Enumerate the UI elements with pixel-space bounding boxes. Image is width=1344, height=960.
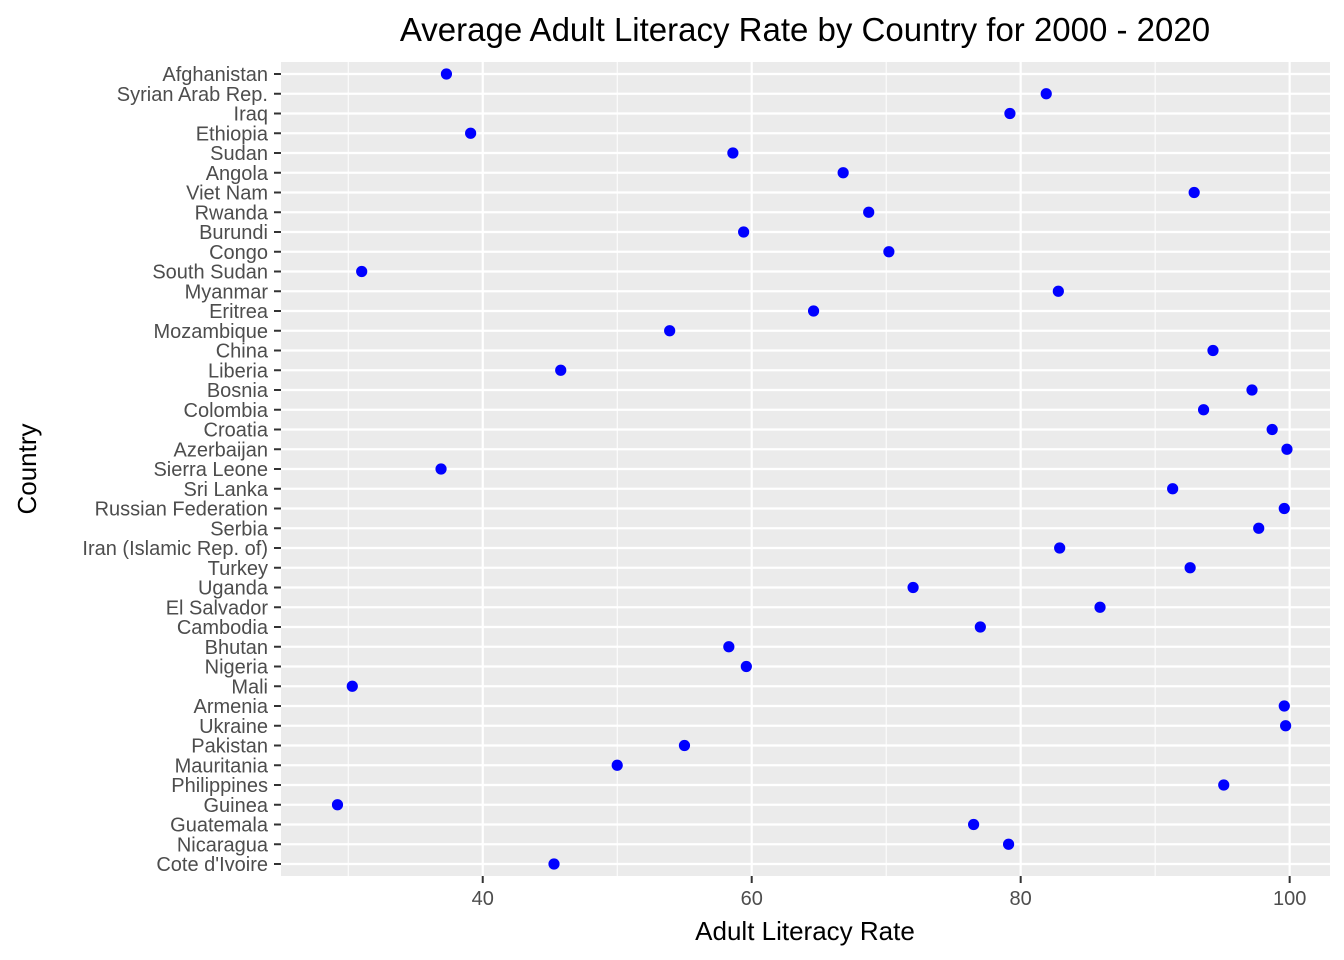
y-tick-label: Nigeria (205, 657, 269, 679)
y-tick-label: South Sudan (152, 262, 268, 284)
data-point (974, 621, 986, 633)
x-tick-label: 60 (741, 888, 763, 910)
gridlines (281, 62, 1330, 876)
y-tick-label: Sri Lanka (184, 479, 269, 501)
data-point (1040, 88, 1052, 100)
data-point (883, 246, 895, 258)
data-point (1218, 779, 1230, 791)
y-tick-label: Philippines (171, 775, 268, 797)
y-tick-label: Croatia (204, 420, 269, 442)
data-point (1278, 502, 1290, 515)
data-point (1266, 423, 1278, 436)
data-point (807, 305, 820, 317)
y-tick-label: Afghanistan (162, 64, 268, 86)
data-point (1278, 700, 1290, 712)
data-point (356, 265, 368, 278)
data-point (1207, 344, 1219, 357)
data-point (548, 858, 560, 870)
data-point (1052, 285, 1064, 297)
data-point (664, 325, 676, 337)
y-tick-label: Bosnia (207, 380, 269, 402)
y-tick-label: Serbia (210, 518, 269, 540)
data-point (1004, 107, 1016, 120)
y-tick-label: Azerbaijan (173, 439, 268, 461)
data-point (837, 167, 849, 179)
y-tick-label: Iraq (234, 104, 268, 126)
y-tick-label: China (216, 341, 269, 363)
y-tick-label: Burundi (199, 222, 268, 244)
data-point (1002, 838, 1015, 850)
data-point (555, 364, 567, 376)
y-tick-label: Iran (Islamic Rep. of) (82, 538, 268, 560)
data-point (1094, 601, 1106, 613)
y-tick-label: Liberia (208, 360, 269, 382)
y-tick-label: Mozambique (153, 321, 268, 343)
y-tick-label: Russian Federation (95, 499, 268, 521)
y-tick-label: Bhutan (205, 637, 268, 659)
y-tick-label: Pakistan (191, 736, 268, 758)
y-axis-title: Country (12, 423, 42, 514)
y-tick-label: Myanmar (185, 281, 269, 303)
y-tick-label: Uganda (198, 578, 269, 600)
data-point (331, 799, 344, 811)
y-tick-label: Cambodia (177, 617, 269, 639)
y-tick-label: Nicaragua (177, 834, 269, 856)
x-tick-label: 40 (472, 888, 494, 910)
y-tick-label: Guatemala (170, 815, 269, 837)
y-tick-label: Congo (209, 242, 268, 264)
data-point (727, 147, 739, 159)
data-point (611, 759, 623, 771)
data-point (907, 581, 919, 594)
data-point (738, 226, 750, 238)
data-point (968, 818, 980, 831)
data-point (1281, 443, 1293, 455)
x-axis-title: Adult Literacy Rate (695, 916, 915, 946)
y-tick-label: Sierra Leone (153, 459, 268, 481)
y-tick-label: Guinea (204, 795, 269, 817)
y-tick-label: Mali (231, 676, 268, 698)
y-tick-label: Armenia (194, 696, 269, 718)
y-tick-label: Colombia (184, 400, 269, 422)
data-point (740, 660, 752, 673)
data-point (1184, 562, 1196, 574)
x-tick-label: 80 (1010, 888, 1032, 910)
data-point (1253, 522, 1265, 534)
data-point (723, 641, 735, 653)
data-point (1246, 384, 1258, 396)
data-point (863, 206, 875, 218)
y-tick-label: Sudan (210, 143, 268, 165)
data-point (1054, 542, 1066, 554)
y-tick-label: Angola (206, 163, 269, 185)
y-tick-label: Syrian Arab Rep. (117, 84, 268, 106)
data-point (1197, 404, 1210, 416)
chart-title: Average Adult Literacy Rate by Country f… (400, 11, 1210, 48)
data-point (1188, 186, 1200, 199)
y-tick-label: Mauritania (175, 755, 269, 777)
y-tick-label: Turkey (208, 558, 268, 580)
data-point (465, 127, 477, 139)
data-point (435, 463, 447, 475)
y-tick-label: Viet Nam (186, 183, 268, 205)
data-point (1167, 483, 1179, 495)
y-tick-label: Eritrea (209, 301, 269, 323)
y-tick-label: Cote d'Ivoire (156, 854, 268, 876)
x-tick-label: 100 (1273, 888, 1306, 910)
data-point (678, 739, 691, 752)
data-point (346, 680, 358, 692)
y-tick-label: Rwanda (195, 202, 269, 224)
data-points (331, 68, 1293, 870)
x-axis: 40 60 80 100 (472, 876, 1306, 910)
data-point (1280, 720, 1292, 732)
data-point (440, 68, 453, 80)
y-tick-label: Ukraine (199, 716, 268, 738)
y-tick-label: El Salvador (166, 597, 269, 619)
y-tick-label: Ethiopia (196, 123, 269, 145)
